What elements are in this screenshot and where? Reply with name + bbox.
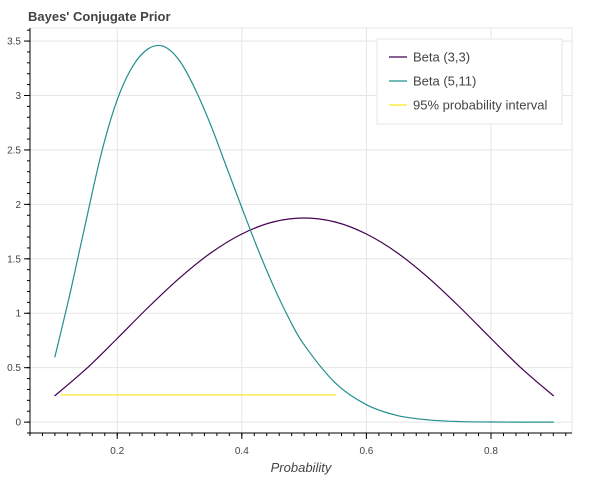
x-tick-label: 0.2 <box>110 446 124 457</box>
data-point <box>396 252 399 254</box>
data-point <box>178 277 181 279</box>
chart-title: Bayes' Conjugate Prior <box>28 9 171 24</box>
y-tick-label: 2.5 <box>7 145 21 156</box>
data-point <box>287 316 290 319</box>
data-point <box>552 395 554 397</box>
data-point <box>241 233 243 235</box>
data-point <box>334 221 336 223</box>
data-point <box>272 284 274 286</box>
data-point <box>163 45 165 48</box>
data-point <box>132 65 134 67</box>
data-point <box>178 60 181 62</box>
data-point <box>521 368 523 370</box>
y-tick-label: 0.5 <box>7 363 21 374</box>
legend-box <box>376 38 563 125</box>
data-point <box>272 221 274 223</box>
y-tick-label: 1 <box>15 309 21 320</box>
legend: Beta (3,3) Beta (5,11) 95% probability int… <box>376 38 563 125</box>
legend-label: Beta (3,3) <box>413 50 470 65</box>
data-point <box>490 421 492 423</box>
data-point <box>365 404 368 406</box>
data-point <box>210 124 212 126</box>
data-point <box>54 356 56 358</box>
legend-label: Beta (5,11) <box>413 74 476 89</box>
data-point <box>303 217 305 219</box>
data-point <box>490 337 492 340</box>
legend-label: 95% probability interval <box>413 98 548 113</box>
data-point <box>69 290 72 293</box>
x-tick-label: 0.4 <box>235 446 249 457</box>
x-axis-title: Probability <box>271 460 333 475</box>
data-point <box>365 233 368 235</box>
data-point <box>396 414 399 417</box>
data-point <box>334 394 336 396</box>
data-point <box>194 88 196 90</box>
data-point <box>334 382 336 384</box>
data-point <box>459 306 461 308</box>
data-point <box>60 394 62 396</box>
x-tick-label: 0.6 <box>359 446 373 457</box>
series-line-0 <box>54 217 554 397</box>
data-point <box>428 419 430 421</box>
data-point <box>459 420 461 423</box>
data-point <box>116 337 118 340</box>
data-point <box>256 247 258 249</box>
data-point <box>85 368 87 370</box>
data-point <box>147 306 149 308</box>
y-tick-label: 0 <box>15 418 21 429</box>
data-point <box>552 421 554 423</box>
data-point <box>85 220 87 222</box>
axes: 0.2 0.4 0.6 0.8 0 0.5 1 1.5 2 2.5 3 3.5 <box>7 28 572 457</box>
data-point <box>101 151 103 153</box>
x-tick-label: 0.8 <box>484 446 498 457</box>
y-tick-label: 2 <box>15 200 21 211</box>
data-point <box>225 165 227 167</box>
y-tick-label: 3 <box>15 91 21 102</box>
data-point <box>428 277 430 279</box>
data-point <box>54 395 56 397</box>
data-point <box>147 48 149 50</box>
data-point <box>116 99 118 101</box>
series-layer <box>54 44 554 423</box>
data-point <box>521 421 523 423</box>
y-tick-label: 3.5 <box>7 37 21 48</box>
data-point <box>241 207 243 209</box>
y-tick-label: 1.5 <box>7 254 21 265</box>
data-point <box>303 344 305 346</box>
data-point <box>210 252 212 254</box>
